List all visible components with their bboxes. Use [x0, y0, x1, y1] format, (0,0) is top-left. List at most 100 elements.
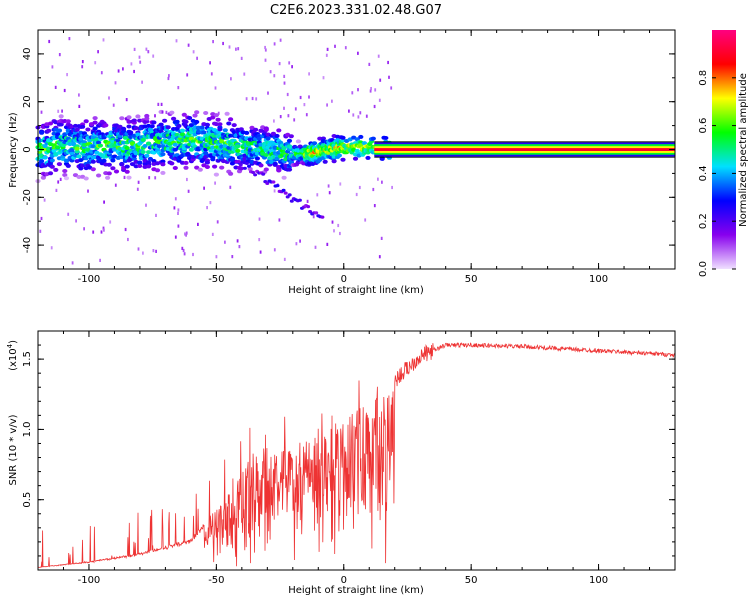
colorbar-tick-label: 0.2	[698, 213, 709, 229]
spectrogram-cell	[381, 180, 383, 184]
spectrogram-cell	[92, 230, 95, 234]
spectrogram-cell	[370, 136, 376, 141]
y-tick-label: 20	[22, 95, 33, 108]
spectrogram-cell	[196, 56, 198, 60]
spectrogram-cell	[139, 60, 142, 64]
spectrogram-cell	[229, 185, 232, 189]
spectrogram-cell	[160, 170, 166, 175]
spectrogram-cell	[216, 220, 219, 224]
spectrogram-cell	[236, 239, 239, 243]
spectrogram-cell	[259, 250, 262, 254]
spectrogram-cell	[243, 72, 246, 76]
spectrogram-cell	[314, 211, 319, 215]
spectrogram-cell	[165, 125, 171, 130]
spectrogram-cell	[49, 164, 55, 169]
spectrogram-cell	[63, 176, 70, 181]
spectrogram-cell	[224, 240, 226, 244]
spectrogram-panel: -100 -50 0 50 100 -40 -20 0 20 40 Height of stra…	[8, 29, 676, 296]
spectrogram-cell	[235, 148, 241, 153]
spectrogram-cell	[322, 76, 325, 80]
spectrogram-cell	[173, 206, 176, 210]
colorbar-tick-label: 0.4	[698, 165, 709, 181]
spectrogram-cell	[155, 213, 157, 217]
spectrogram-cell	[87, 189, 89, 193]
spectrogram-cell	[273, 74, 276, 78]
spectrogram-cell	[117, 124, 123, 129]
spectrogram-cell	[181, 112, 187, 117]
figure-title: C2E6.2023.331.02.48.G07	[270, 3, 442, 18]
spectrogram-cell	[126, 124, 132, 129]
spectrogram-cell	[253, 173, 258, 177]
spectrogram-cell	[65, 119, 71, 124]
spectrogram-cell	[283, 106, 285, 110]
colorbar-tick-label: 0.6	[698, 118, 709, 134]
spectrogram-cell	[102, 226, 105, 230]
spectrogram-cell	[68, 37, 71, 41]
spectrogram-cell	[320, 215, 325, 219]
spectrogram-cell	[286, 138, 293, 143]
spectrogram-cell	[169, 161, 175, 166]
spectrogram-cell	[144, 119, 150, 124]
x-tick-label: -100	[78, 575, 101, 586]
spectrogram-cell	[372, 187, 375, 192]
spectrogram-cell	[43, 198, 46, 202]
spectrogram-cell	[274, 133, 280, 138]
spectrogram-cell	[215, 255, 218, 259]
spectrogram-cell	[151, 159, 157, 163]
spectrogram-cell	[281, 188, 286, 192]
spectrogram-cell	[81, 65, 84, 69]
spectrogram-cell	[184, 232, 186, 236]
spectrogram-cell	[154, 168, 161, 173]
spectrogram-cell	[212, 164, 218, 169]
spectrogram-cell	[47, 171, 54, 176]
spectrogram-cell	[339, 231, 341, 236]
spectrogram-cell	[258, 163, 264, 168]
spectrogram-cell	[148, 176, 151, 180]
spectrogram-cell	[74, 149, 80, 154]
spectrogram-cell	[212, 40, 214, 44]
spectrogram-cell	[155, 249, 157, 253]
spectrogram-cell	[100, 230, 103, 234]
x-tick-label: -100	[78, 274, 101, 285]
spectrogram-cell	[194, 110, 200, 115]
spectrogram-cell	[295, 139, 301, 144]
spectrogram-cell	[293, 118, 296, 122]
spectrogram-cell	[275, 184, 280, 188]
spectrogram-cell	[151, 120, 157, 125]
spectrogram-cell	[110, 166, 116, 171]
spectrogram-cell	[106, 162, 112, 167]
spectrogram-cell	[46, 128, 52, 133]
spectrogram-cell	[240, 160, 245, 164]
spectrogram-cell	[388, 75, 390, 79]
spectrogram-cell	[130, 62, 133, 66]
spectrogram-cell	[75, 219, 77, 223]
spectrogram-cell	[286, 92, 289, 97]
x-tick-label: -50	[208, 274, 224, 285]
x-tick-label: 100	[589, 575, 608, 586]
spectrogram-cell	[137, 180, 140, 184]
spectrogram-cell	[85, 127, 91, 132]
spectrogram-cell	[158, 129, 164, 134]
spectrogram-cell	[123, 175, 126, 179]
spectrogram-cell	[264, 48, 267, 52]
spectrogram-cell	[174, 119, 180, 124]
snr-panel: -100 -50 0 50 100 0.5 1.0 1.5 Height of straig…	[6, 330, 676, 596]
spectrogram-cell	[40, 110, 43, 114]
spectrogram-cell	[160, 162, 166, 167]
spectrogram-cell	[271, 180, 276, 184]
spectrogram-cell	[59, 177, 62, 181]
spectrogram-cell	[176, 123, 182, 128]
spectrogram-cell	[294, 107, 297, 111]
spectrogram-cell	[224, 111, 230, 116]
spectrogram-cell	[177, 211, 179, 215]
spectrogram-cell	[267, 91, 269, 95]
spectrogram-cell	[213, 172, 219, 177]
spectrogram-cell	[109, 220, 112, 224]
spectrogram-cell	[102, 38, 105, 42]
spectrogram-cell	[56, 162, 63, 167]
spectrogram-cell	[308, 72, 310, 76]
spectrogram-cell	[183, 165, 189, 170]
spectrogram-cell	[245, 97, 248, 101]
spectrogram-cell	[214, 86, 217, 90]
spectrogram-cell	[333, 229, 335, 233]
